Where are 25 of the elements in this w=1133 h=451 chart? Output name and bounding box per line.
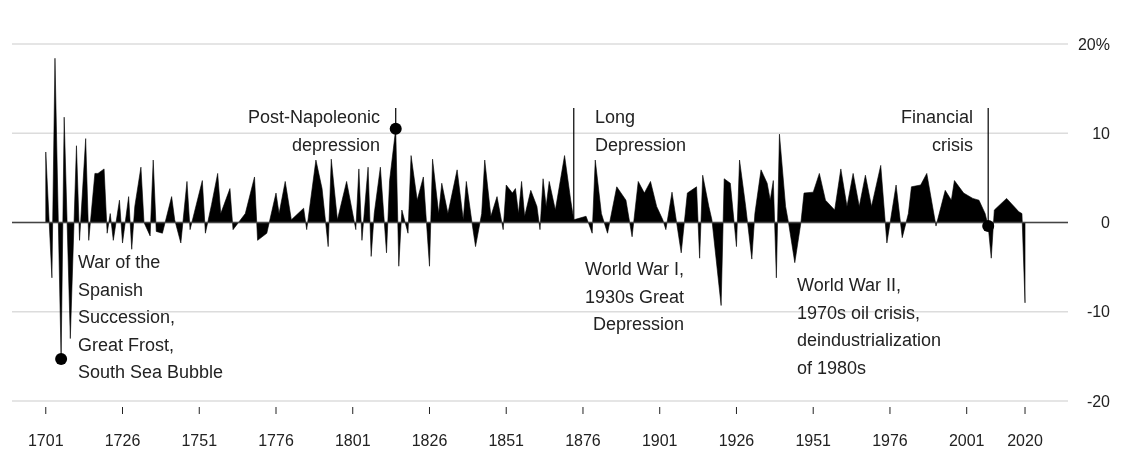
x-tick-label: 1851	[488, 432, 525, 449]
y-tick-label: 0	[1101, 214, 1111, 232]
x-tick-label: 2001	[948, 432, 985, 449]
x-tick-label: 1701	[27, 432, 64, 449]
y-tick-label: 20%	[1077, 35, 1110, 53]
annotation: Post-Napoleonic depression	[247, 107, 380, 155]
annotation: World War I, 1930s Great Depression	[584, 259, 684, 334]
x-tick-label: 1951	[795, 432, 832, 449]
x-tick-label: 1976	[872, 432, 908, 449]
y-tick-label: -10	[1086, 303, 1111, 321]
x-tick-label: 1901	[641, 432, 678, 449]
annotation: War of the Spanish Succession, Great Frost, South Sea Bubble	[78, 252, 224, 382]
x-tick-label: 1726	[104, 432, 141, 449]
annotation: World War II, 1970s oil crisis, deindustrialization of 1980s	[797, 275, 942, 378]
y-tick-label: -20	[1086, 392, 1111, 410]
annotation: Financial crisis	[900, 107, 973, 155]
x-tick-label: 1801	[334, 432, 371, 449]
x-tick-label: 1751	[181, 432, 218, 449]
x-tick-label: 1826	[411, 432, 448, 449]
x-tick-label: 1776	[258, 432, 294, 449]
y-tick-label: 10	[1092, 124, 1111, 142]
x-tick-label: 2020	[1007, 432, 1043, 449]
annotation: Long Depression	[595, 107, 687, 155]
x-tick-label: 1876	[565, 432, 601, 449]
x-tick-label: 1926	[718, 432, 755, 449]
